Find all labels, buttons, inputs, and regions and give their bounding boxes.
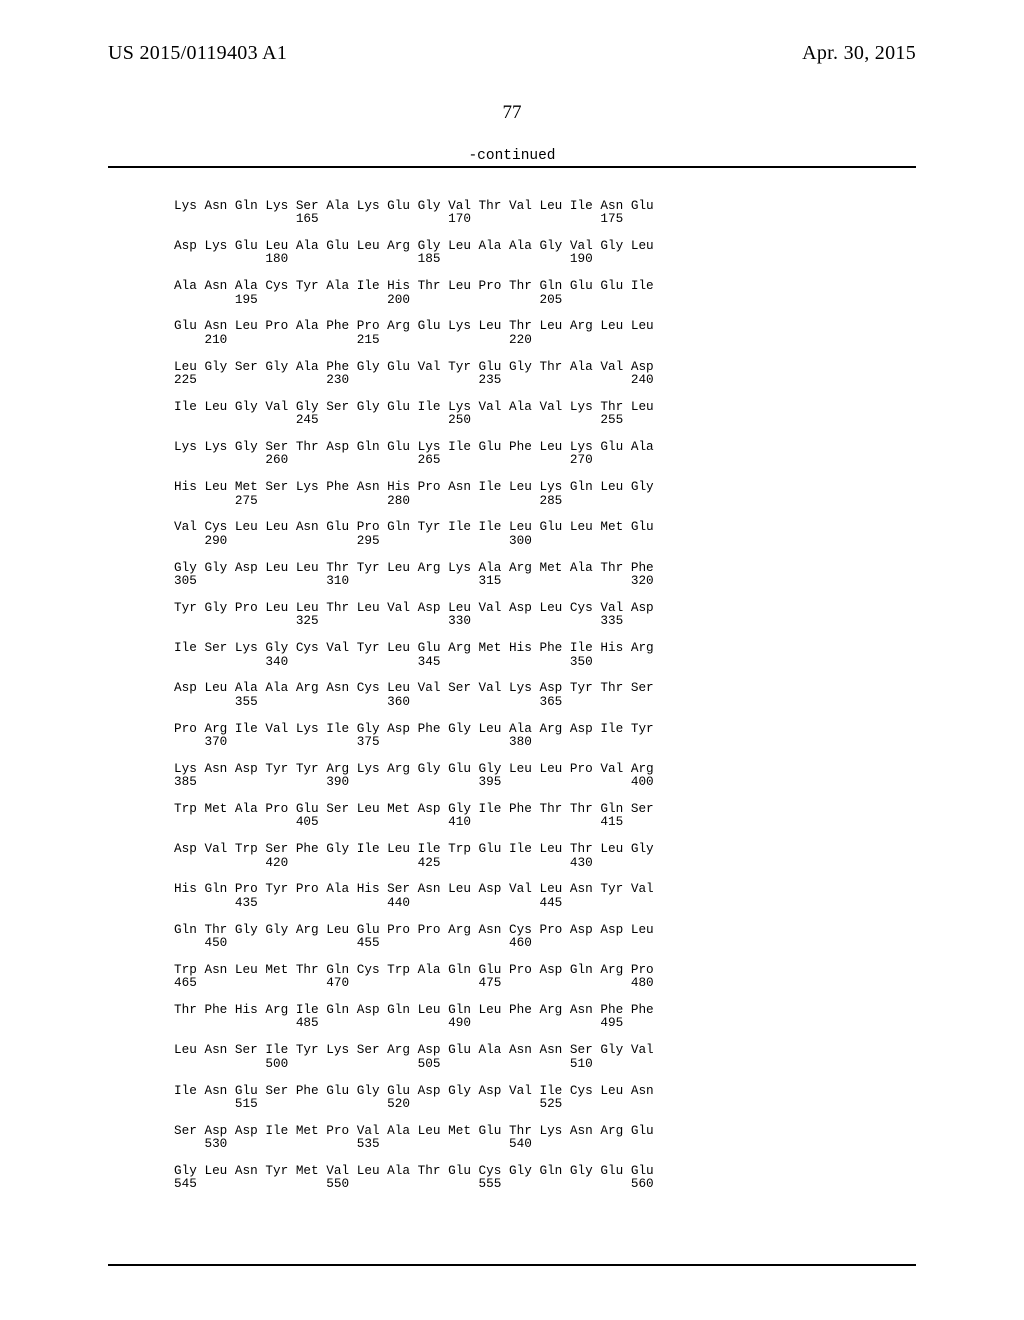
publication-date: Apr. 30, 2015	[802, 42, 916, 65]
rule-top	[108, 166, 916, 168]
patent-page: US 2015/0119403 A1 Apr. 30, 2015 77 -con…	[0, 0, 1024, 1320]
sequence-listing: Lys Asn Gln Lys Ser Ala Lys Glu Gly Val …	[174, 199, 654, 1191]
publication-number: US 2015/0119403 A1	[108, 42, 287, 65]
rule-bottom	[108, 1264, 916, 1266]
continued-label: -continued	[0, 148, 1024, 164]
page-number: 77	[0, 102, 1024, 124]
